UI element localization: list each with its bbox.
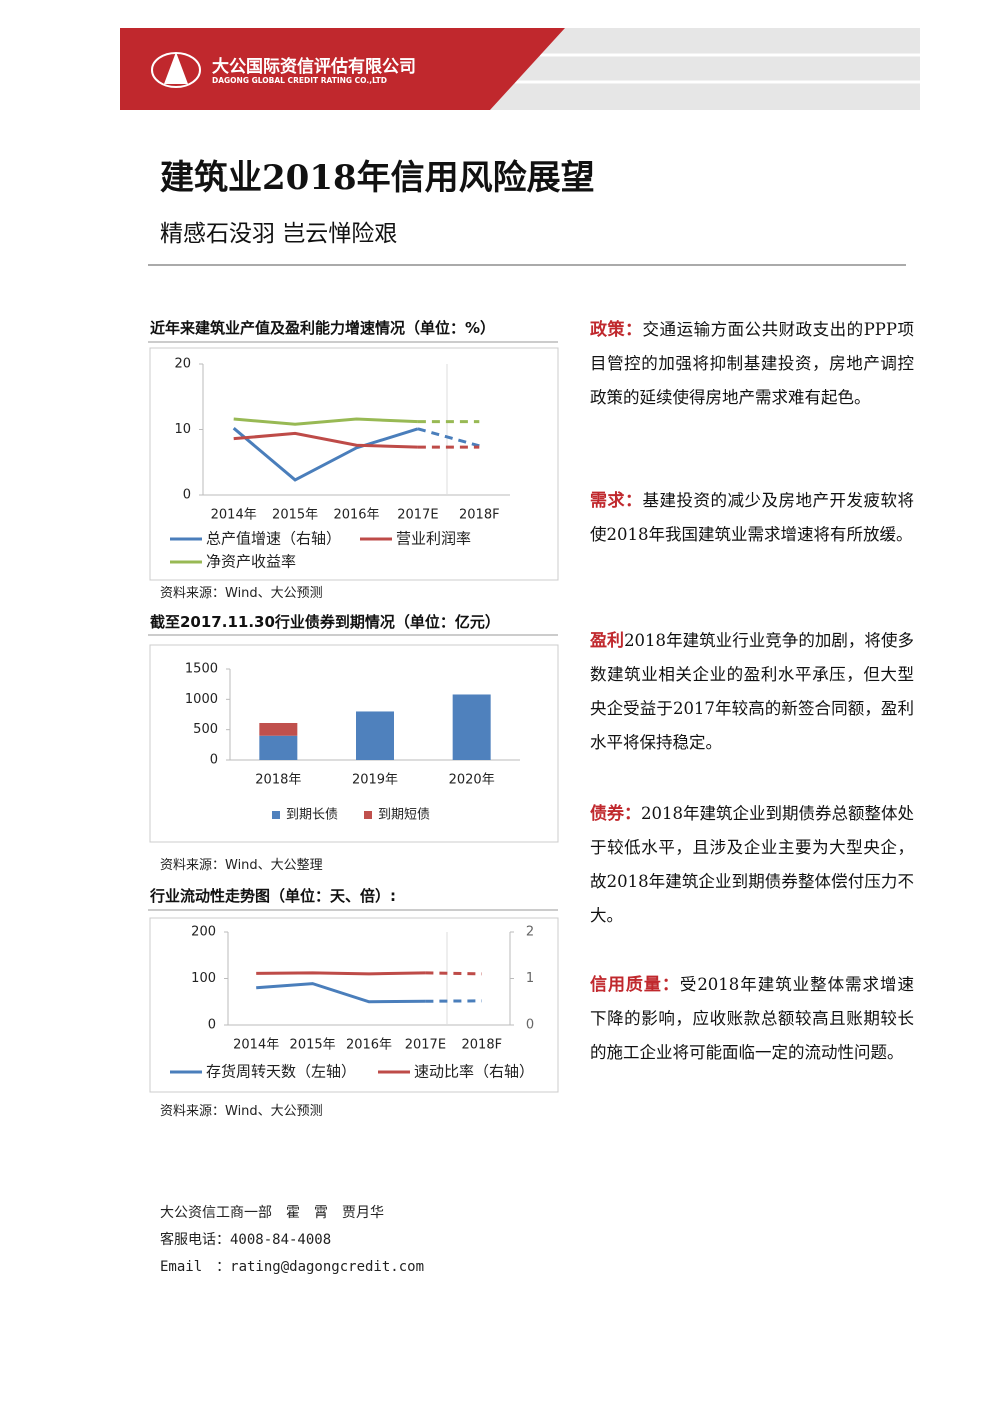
- title: 建筑业2018年信用风险展望: [160, 158, 595, 198]
- footer-authors: 大公资信工商一部 霍 霄 贾月华: [160, 1205, 384, 1221]
- section-heading: 需求：: [590, 491, 643, 511]
- section-text: 受2018年建筑业整体需求增速下降的影响，应收账款总额较高且账期较长的施工企业将…: [590, 975, 914, 1062]
- chart-frame: [149, 917, 559, 1093]
- legend-label: 速动比率（右轴）: [414, 1063, 534, 1081]
- line-forecast: [425, 971, 482, 976]
- y-tick-label: 1500: [185, 662, 218, 677]
- section-text: 交通运输方面公共财政支出的PPP项目管控的加强将抑制基建投资，房地产调控政策的延…: [590, 320, 915, 407]
- section: 信用质量：受2018年建筑业整体需求增速下降的影响，应收账款总额较高且账期较长的…: [590, 968, 914, 1070]
- x-tick-label: 2019年: [352, 773, 398, 788]
- y-tick-label: 20: [174, 357, 191, 372]
- y-tick-label: 10: [174, 422, 191, 437]
- y-tick-label: 0: [183, 488, 191, 503]
- x-tick-label: 2016年: [333, 508, 379, 523]
- chart-frame: [149, 644, 559, 843]
- chart-frame: [149, 347, 559, 581]
- legend-label: 到期短债: [378, 808, 430, 823]
- section-heading: 盈利: [590, 631, 625, 651]
- section-heading: 政策：: [590, 320, 643, 340]
- section-text: 基建投资的减少及房地产开发疲软将使2018年我国建筑业需求增速将有所放缓。: [590, 491, 914, 544]
- bar: [452, 694, 491, 760]
- section: 政策：交通运输方面公共财政支出的PPP项目管控的加强将抑制基建投资，房地产调控政…: [590, 313, 914, 415]
- section-text: 2018年建筑企业到期债券总额整体处于较低水平，且涉及企业主要为大型央企，故20…: [590, 804, 914, 925]
- chart-title: 近年来建筑业产值及盈利能力增速情况（单位：%）: [150, 319, 496, 337]
- y-tick-label: 200: [191, 925, 216, 940]
- chart-source: 资料来源：Wind、大公整理: [160, 858, 323, 873]
- line: [233, 431, 418, 449]
- chart-title: 行业流动性走势图（单位：天、倍）:: [150, 887, 397, 905]
- y-tick-label: 0: [210, 753, 218, 768]
- y-tick-label: 500: [193, 722, 218, 737]
- x-tick-label: 2018F: [462, 1038, 503, 1053]
- line: [256, 982, 426, 1004]
- legend-swatch: [364, 811, 372, 819]
- legend-label: 存货周转天数（左轴）: [206, 1063, 356, 1081]
- y-tick-label: 100: [191, 971, 216, 986]
- footer-phone: 客服电话：4008-84-4008: [160, 1232, 332, 1248]
- subtitle: 精感石没羽 岂云惮险艰: [160, 221, 398, 247]
- section: 债券：2018年建筑企业到期债券总额整体处于较低水平，且涉及企业主要为大型央企，…: [590, 797, 914, 933]
- legend-label: 营业利润率: [396, 530, 471, 548]
- line-forecast: [417, 427, 480, 448]
- x-tick-label: 2016年: [346, 1038, 392, 1053]
- x-tick-label: 2020年: [449, 773, 495, 788]
- company-name-en: DAGONG GLOBAL CREDIT RATING CO.,LTD: [212, 76, 387, 85]
- logo: [164, 52, 188, 84]
- footer-email: Email ：rating@dagongcredit.com: [160, 1259, 425, 1275]
- y-tick-label: 1000: [185, 692, 218, 707]
- chart-source: 资料来源：Wind、大公预测: [160, 586, 323, 601]
- x-tick-label: 2017E: [405, 1038, 446, 1053]
- x-tick-label: 2017E: [397, 508, 438, 523]
- line: [232, 427, 419, 482]
- bar: [259, 722, 298, 736]
- legend-label: 总产值增速（右轴）: [206, 530, 341, 548]
- y2-tick-label: 2: [526, 925, 534, 940]
- section-heading: 债券：: [590, 804, 641, 824]
- section: 盈利2018年建筑业行业竞争的加剧，将使多数建筑业相关企业的盈利水平承压，但大型…: [590, 624, 914, 760]
- y2-tick-label: 1: [526, 971, 534, 986]
- x-tick-label: 2018F: [459, 508, 500, 523]
- x-tick-label: 2014年: [211, 508, 257, 523]
- section: 需求：基建投资的减少及房地产开发疲软将使2018年我国建筑业需求增速将有所放缓。: [590, 484, 914, 552]
- bar: [259, 735, 298, 760]
- legend-label: 到期长债: [286, 808, 338, 823]
- header-band: [490, 28, 920, 110]
- x-tick-label: 2015年: [290, 1038, 336, 1053]
- y-tick-label: 0: [208, 1018, 216, 1033]
- line: [256, 971, 426, 976]
- legend-label: 净资产收益率: [206, 553, 296, 571]
- chart-source: 资料来源：Wind、大公预测: [160, 1104, 323, 1119]
- section-text: 2018年建筑业行业竞争的加剧，将使多数建筑业相关企业的盈利水平承压，但大型央企…: [590, 631, 914, 752]
- x-tick-label: 2018年: [255, 773, 301, 788]
- company-name: 大公国际资信评估有限公司: [212, 57, 416, 77]
- x-tick-label: 2014年: [233, 1038, 279, 1053]
- x-tick-label: 2015年: [272, 508, 318, 523]
- legend-swatch: [272, 811, 280, 819]
- bar: [356, 711, 394, 760]
- y2-tick-label: 0: [526, 1018, 534, 1033]
- section-heading: 信用质量：: [590, 975, 680, 995]
- header-banner: [120, 28, 565, 110]
- line: [233, 417, 418, 426]
- chart-title: 截至2017.11.30行业债券到期情况（单位：亿元）: [150, 613, 500, 631]
